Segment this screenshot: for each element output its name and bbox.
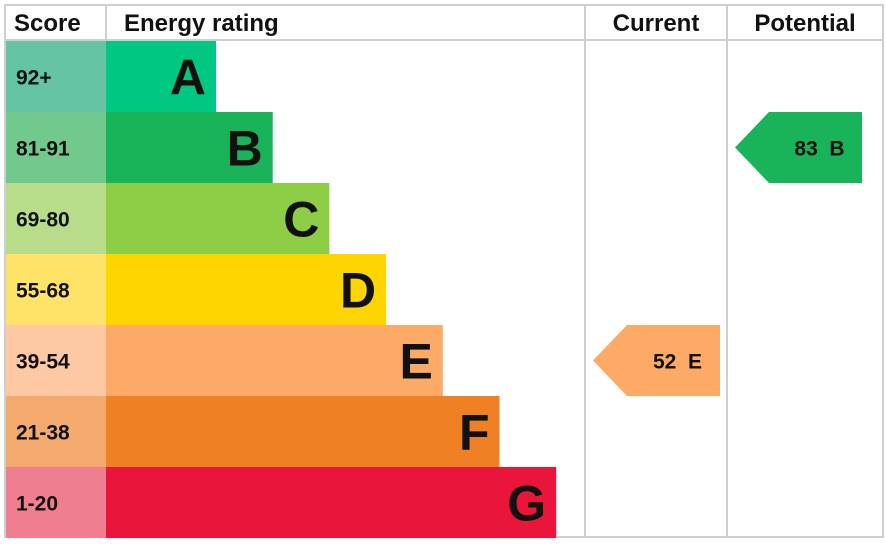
header-energy-rating: Energy rating	[124, 10, 279, 37]
header-current: Current	[613, 10, 700, 37]
score-label: 69-80	[16, 209, 70, 232]
score-cell	[6, 325, 106, 396]
band-d: 55-68 D	[6, 254, 387, 325]
rating-letter: C	[283, 192, 319, 248]
band-b: 81-91 B	[6, 112, 273, 183]
score-cell	[6, 467, 106, 538]
rating-bar	[106, 325, 443, 396]
score-label: 1-20	[16, 493, 58, 516]
score-cell	[6, 112, 106, 183]
band-a: 92+ A	[6, 41, 216, 112]
band-c: 69-80 C	[6, 183, 330, 254]
score-cell	[6, 183, 106, 254]
band-g: 1-20 G	[6, 467, 557, 538]
rating-letter: B	[227, 121, 263, 177]
score-label: 55-68	[16, 280, 70, 303]
rating-letter: G	[507, 476, 546, 532]
potential-arrow-label: 83 B	[794, 138, 844, 161]
score-cell	[6, 254, 106, 325]
score-label: 92+	[16, 67, 52, 90]
rating-bar	[106, 112, 273, 183]
score-label: 21-38	[16, 422, 70, 445]
current-arrow-label: 52 E	[653, 351, 702, 374]
rating-bar	[106, 183, 330, 254]
rating-bar	[106, 396, 500, 467]
score-cell	[6, 396, 106, 467]
current-arrow-shape	[593, 325, 720, 396]
header-potential: Potential	[754, 10, 855, 37]
rating-bar	[106, 467, 557, 538]
rating-letter: A	[170, 50, 206, 106]
rating-letter: E	[399, 334, 432, 390]
rating-bar	[106, 254, 387, 325]
score-cell	[6, 41, 106, 112]
band-e: 39-54 E	[6, 325, 443, 396]
rating-bar	[106, 41, 216, 112]
score-label: 81-91	[16, 138, 70, 161]
header-score: Score	[14, 10, 81, 37]
potential-rating-arrow: 83 B	[735, 112, 862, 183]
rating-letter: D	[340, 263, 376, 319]
rating-letter: F	[459, 405, 490, 461]
current-rating-arrow: 52 E	[593, 325, 720, 396]
band-f: 21-38 F	[6, 396, 500, 467]
potential-arrow-shape	[735, 112, 862, 183]
score-label: 39-54	[16, 351, 70, 374]
